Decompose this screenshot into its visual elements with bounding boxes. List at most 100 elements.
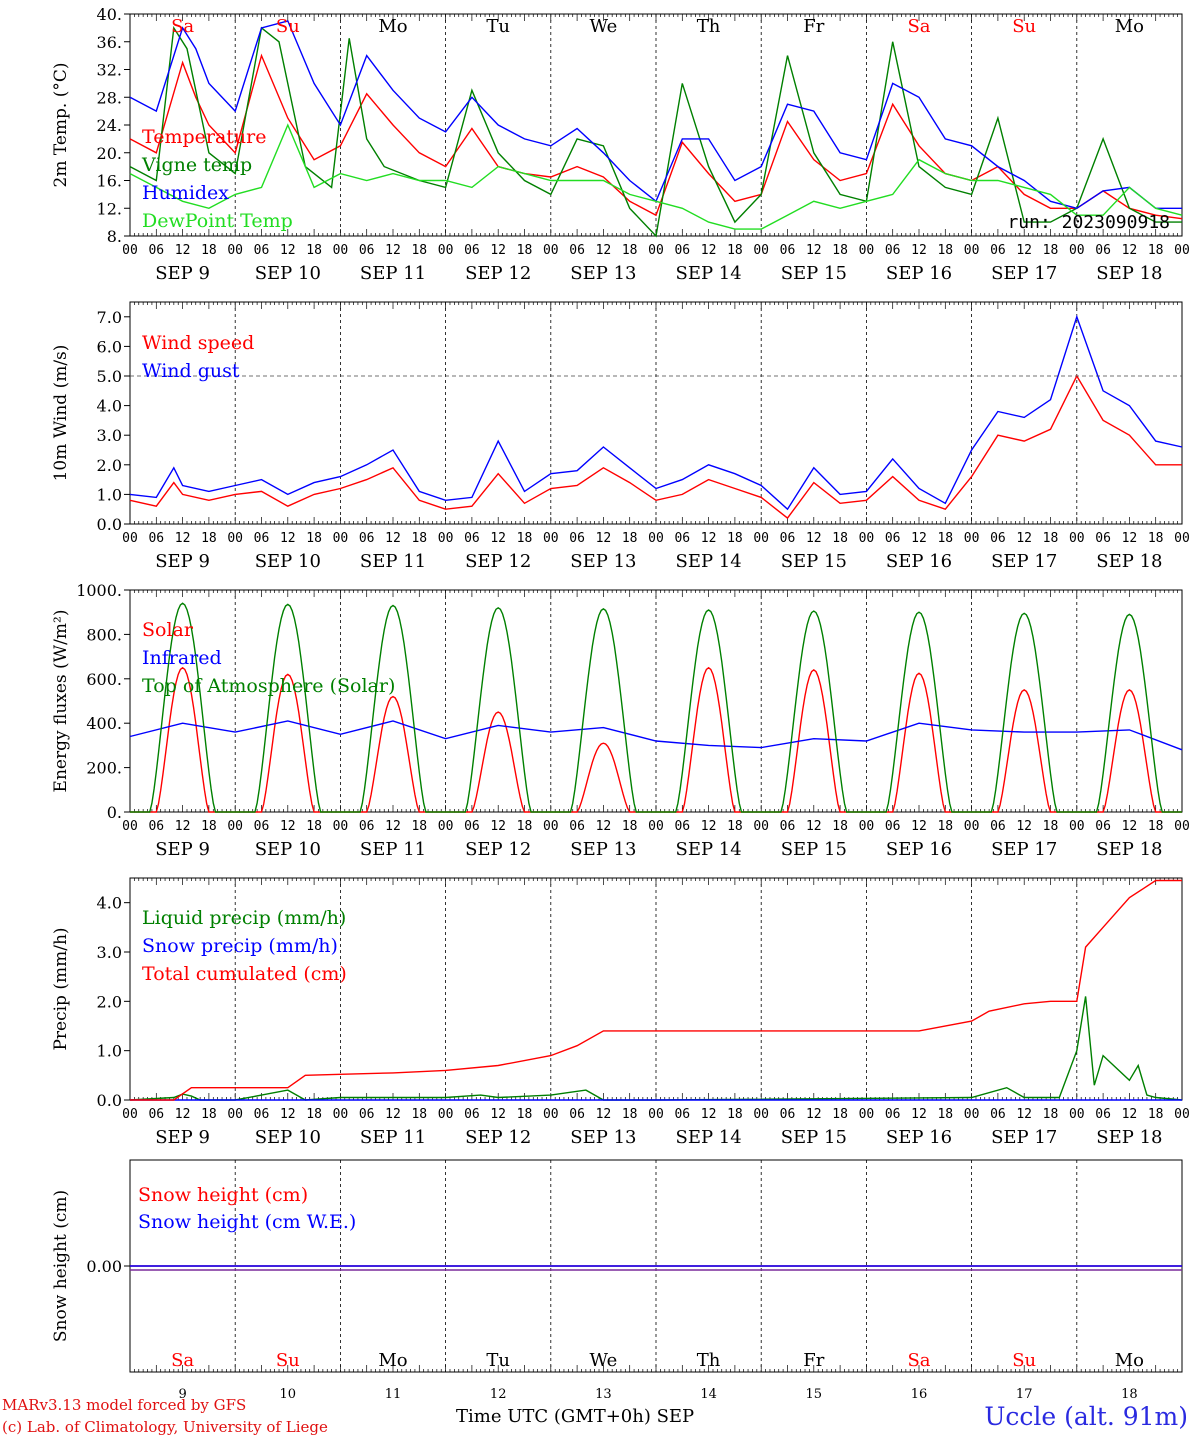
x-hour-label-1: 00 [227, 531, 243, 546]
day-name-bottom: Fr [803, 1350, 824, 1371]
x-hour-label-1: 00 [438, 531, 454, 546]
x-hour-label-0: 12 [701, 243, 717, 258]
x-hour-label-2: 12 [911, 819, 927, 834]
x-hour-label-3: 12 [596, 1107, 612, 1122]
x-date-label-2: SEP 14 [675, 839, 741, 860]
x-hour-label-0: 12 [596, 243, 612, 258]
y-tick-label-4: 0.00 [86, 1257, 122, 1276]
x-hour-label-0: 00 [1069, 243, 1085, 258]
day-name-top: Mo [378, 16, 407, 37]
x-hour-label-3: 18 [937, 1107, 953, 1122]
x-hour-label-2: 18 [622, 819, 638, 834]
legend-entry-1-0: Wind speed [142, 332, 254, 354]
x-hour-label-3: 00 [1069, 1107, 1085, 1122]
x-hour-label-0: 18 [622, 243, 638, 258]
x-hour-label-0: 18 [517, 243, 533, 258]
x-hour-label-3: 12 [175, 1107, 191, 1122]
x-hour-label-1: 00 [648, 531, 664, 546]
day-name-top: Tu [486, 16, 510, 37]
y-tick-label-1: 0.0 [97, 515, 122, 534]
x-hour-label-1: 06 [359, 531, 375, 546]
x-hour-label-1: 12 [701, 531, 717, 546]
x-hour-label-0: 06 [359, 243, 375, 258]
x-hour-label-2: 18 [1148, 819, 1164, 834]
x-hour-label-1: 12 [596, 531, 612, 546]
x-hour-label-1: 00 [859, 531, 875, 546]
day-name-top: Su [1012, 16, 1036, 37]
day-name-top: Sa [171, 16, 194, 37]
x-hour-label-3: 12 [806, 1107, 822, 1122]
day-number: 9 [178, 1387, 186, 1402]
legend-entry-2-0: Solar [142, 619, 194, 641]
x-hour-label-3: 06 [254, 1107, 270, 1122]
x-hour-label-1: 06 [885, 531, 901, 546]
x-hour-label-0: 18 [411, 243, 427, 258]
legend-entry-3-1: Snow precip (mm/h) [142, 935, 338, 957]
x-date-label-0: SEP 12 [465, 263, 531, 284]
x-hour-label-2: 00 [1069, 819, 1085, 834]
x-hour-label-2: 12 [385, 819, 401, 834]
y-tick-label-0: 16. [97, 172, 122, 191]
day-name-bottom: We [590, 1350, 618, 1371]
x-hour-label-3: 12 [701, 1107, 717, 1122]
y-tick-label-0: 28. [97, 88, 122, 107]
x-date-label-3: SEP 18 [1096, 1127, 1162, 1148]
x-date-label-2: SEP 12 [465, 839, 531, 860]
x-hour-label-3: 06 [1095, 1107, 1111, 1122]
day-name-bottom: Sa [907, 1350, 930, 1371]
x-date-label-3: SEP 14 [675, 1127, 741, 1148]
x-hour-label-1: 06 [780, 531, 796, 546]
x-date-label-0: SEP 10 [255, 263, 321, 284]
y-tick-label-3: 1.0 [97, 1042, 122, 1061]
x-hour-label-1: 18 [1148, 531, 1164, 546]
x-hour-label-2: 06 [359, 819, 375, 834]
day-name-bottom: Th [697, 1350, 721, 1371]
day-number: 13 [595, 1387, 612, 1402]
x-date-label-2: SEP 18 [1096, 839, 1162, 860]
legend-entry-3-2: Total cumulated (cm) [142, 963, 347, 985]
x-date-label-1: SEP 18 [1096, 551, 1162, 572]
x-hour-label-3: 12 [385, 1107, 401, 1122]
x-hour-label-1: 06 [674, 531, 690, 546]
legend-entry-0-1: Vigne temp [141, 154, 252, 176]
x-hour-label-2: 06 [1095, 819, 1111, 834]
x-hour-label-0: 18 [306, 243, 322, 258]
y-tick-label-0: 40. [97, 5, 122, 24]
legend-entry-2-2: Top of Atmosphere (Solar) [142, 675, 395, 697]
x-hour-label-0: 06 [674, 243, 690, 258]
series-line-0-vigne-temp [129, 25, 1182, 238]
x-date-label-2: SEP 10 [255, 839, 321, 860]
x-hour-label-3: 00 [543, 1107, 559, 1122]
x-hour-label-1: 12 [806, 531, 822, 546]
x-hour-label-1: 06 [148, 531, 164, 546]
series-line-1-wind-speed [129, 374, 1182, 520]
x-hour-label-3: 00 [227, 1107, 243, 1122]
x-date-label-3: SEP 9 [155, 1127, 210, 1148]
y-tick-label-3: 0.0 [97, 1091, 122, 1110]
x-hour-label-3: 06 [148, 1107, 164, 1122]
x-hour-label-2: 18 [201, 819, 217, 834]
x-hour-label-2: 00 [227, 819, 243, 834]
x-hour-label-3: 06 [359, 1107, 375, 1122]
x-hour-label-1: 18 [1043, 531, 1059, 546]
x-hour-label-0: 00 [333, 243, 349, 258]
x-hour-label-0: 18 [937, 243, 953, 258]
x-hour-label-3: 06 [464, 1107, 480, 1122]
x-date-label-1: SEP 12 [465, 551, 531, 572]
y-axis-label-2: Energy fluxes (W/m²) [51, 610, 71, 793]
legend-entry-0-0: Temperature [142, 126, 266, 148]
y-tick-label-1: 1.0 [97, 485, 122, 504]
x-hour-label-0: 00 [753, 243, 769, 258]
x-hour-label-1: 18 [306, 531, 322, 546]
day-name-top: Fr [803, 16, 824, 37]
x-hour-label-0: 00 [122, 243, 138, 258]
day-name-bottom: Tu [486, 1350, 510, 1371]
x-date-label-1: SEP 14 [675, 551, 741, 572]
y-tick-label-0: 20. [97, 144, 122, 163]
x-hour-label-2: 00 [438, 819, 454, 834]
x-hour-label-1: 00 [1174, 531, 1190, 546]
y-tick-label-0: 24. [97, 116, 122, 135]
x-hour-label-2: 00 [333, 819, 349, 834]
x-hour-label-3: 00 [122, 1107, 138, 1122]
